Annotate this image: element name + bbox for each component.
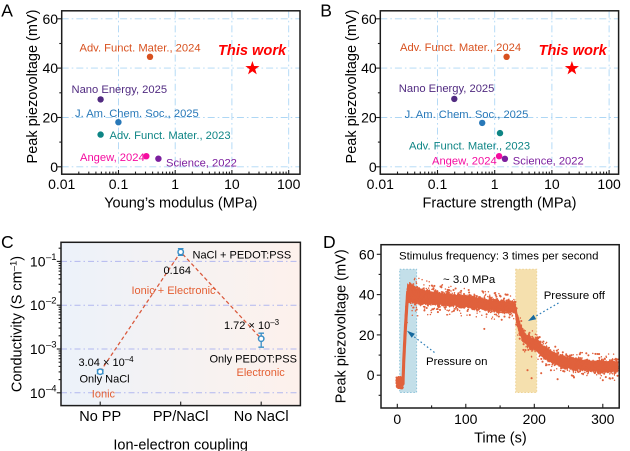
svg-text:Ion-electron coupling: Ion-electron coupling <box>113 437 248 451</box>
svg-text:0: 0 <box>369 159 377 175</box>
svg-text:Stimulus frequency: 3 times pe: Stimulus frequency: 3 times per second <box>399 251 598 263</box>
svg-text:100: 100 <box>277 176 301 192</box>
svg-text:0: 0 <box>393 411 401 427</box>
svg-text:Adv. Funct. Mater., 2023: Adv. Funct. Mater., 2023 <box>110 130 231 142</box>
svg-text:–2: –2 <box>46 296 57 307</box>
svg-text:10: 10 <box>224 176 240 192</box>
svg-text:1: 1 <box>491 176 499 192</box>
svg-text:0.1: 0.1 <box>428 176 448 192</box>
svg-text:Adv. Funct. Mater., 2023: Adv. Funct. Mater., 2023 <box>409 141 530 153</box>
svg-text:60: 60 <box>361 11 377 27</box>
svg-text:Electronic: Electronic <box>237 367 286 379</box>
svg-text:B: B <box>320 1 332 21</box>
svg-text:100: 100 <box>597 176 621 192</box>
svg-text:Conductivity (S cm–1): Conductivity (S cm–1) <box>9 256 26 392</box>
svg-text:~ 3.0 MPa: ~ 3.0 MPa <box>443 274 496 286</box>
svg-text:200: 200 <box>523 411 547 427</box>
svg-text:This work: This work <box>539 43 608 59</box>
svg-text:Fracture strength (MPa): Fracture strength (MPa) <box>423 196 577 212</box>
svg-text:60: 60 <box>43 11 59 27</box>
svg-text:10: 10 <box>30 341 46 357</box>
svg-text:20: 20 <box>359 327 375 343</box>
svg-text:D: D <box>323 232 336 252</box>
svg-text:Pressure on: Pressure on <box>426 356 487 368</box>
svg-text:Adv. Funct. Mater., 2024: Adv. Funct. Mater., 2024 <box>80 43 201 55</box>
svg-text:300: 300 <box>591 411 615 427</box>
svg-text:0.1: 0.1 <box>109 176 129 192</box>
svg-text:Nano Energy, 2025: Nano Energy, 2025 <box>399 83 495 95</box>
svg-text:Only PEDOT:PSS: Only PEDOT:PSS <box>210 353 297 365</box>
svg-text:10: 10 <box>30 297 46 313</box>
svg-text:100: 100 <box>454 411 478 427</box>
svg-text:NaCl + PEDOT:PSS: NaCl + PEDOT:PSS <box>193 250 292 262</box>
svg-text:No PP: No PP <box>79 409 121 425</box>
svg-text:20: 20 <box>361 110 377 126</box>
svg-text:Angew, 2024: Angew, 2024 <box>432 155 497 167</box>
svg-text:40: 40 <box>43 60 59 76</box>
svg-text:Time (s): Time (s) <box>474 431 527 447</box>
svg-text:3.04 × 10–4: 3.04 × 10–4 <box>79 355 135 369</box>
svg-text:–4: –4 <box>46 383 57 394</box>
svg-text:20: 20 <box>43 110 59 126</box>
svg-text:Ionic + Electronic: Ionic + Electronic <box>131 285 216 297</box>
svg-text:–1: –1 <box>46 252 57 263</box>
svg-text:Peak piezovoltage (mV): Peak piezovoltage (mV) <box>334 249 350 403</box>
svg-text:Only NaCl: Only NaCl <box>80 373 130 385</box>
svg-text:1: 1 <box>171 176 179 192</box>
svg-text:60: 60 <box>359 246 375 262</box>
svg-text:Peak piezovoltage (mV): Peak piezovoltage (mV) <box>344 10 360 164</box>
svg-text:1.72 × 10–3: 1.72 × 10–3 <box>224 318 280 332</box>
svg-text:10: 10 <box>30 253 46 269</box>
svg-text:0.01: 0.01 <box>367 176 394 192</box>
svg-text:A: A <box>1 1 13 21</box>
svg-text:Pressure off: Pressure off <box>544 290 606 302</box>
svg-text:0: 0 <box>367 367 375 383</box>
svg-text:40: 40 <box>359 287 375 303</box>
svg-text:0.01: 0.01 <box>48 176 75 192</box>
svg-text:10: 10 <box>30 385 46 401</box>
svg-text:10: 10 <box>544 176 560 192</box>
svg-text:Angew, 2024: Angew, 2024 <box>80 152 145 164</box>
svg-text:Young’s modulus (MPa): Young’s modulus (MPa) <box>104 196 257 212</box>
svg-text:–3: –3 <box>46 340 57 351</box>
svg-text:This work: This work <box>218 43 287 59</box>
svg-text:Science, 2022: Science, 2022 <box>513 155 584 167</box>
svg-text:Nano Energy, 2025: Nano Energy, 2025 <box>72 84 168 96</box>
svg-text:Science, 2022: Science, 2022 <box>166 158 237 170</box>
svg-text:No NaCl: No NaCl <box>234 409 289 425</box>
svg-text:C: C <box>1 232 14 252</box>
svg-text:J. Am. Chem. Soc., 2025: J. Am. Chem. Soc., 2025 <box>75 108 199 120</box>
svg-text:Peak piezovoltage (mV): Peak piezovoltage (mV) <box>25 10 41 164</box>
svg-text:0.164: 0.164 <box>164 265 192 277</box>
svg-text:Ionic: Ionic <box>92 389 116 401</box>
svg-text:40: 40 <box>361 60 377 76</box>
svg-text:J. Am. Chem. Soc., 2025: J. Am. Chem. Soc., 2025 <box>405 109 529 121</box>
svg-text:Adv. Funct. Mater., 2024: Adv. Funct. Mater., 2024 <box>400 42 521 54</box>
svg-text:PP/NaCl: PP/NaCl <box>153 409 209 425</box>
svg-text:0: 0 <box>50 159 58 175</box>
